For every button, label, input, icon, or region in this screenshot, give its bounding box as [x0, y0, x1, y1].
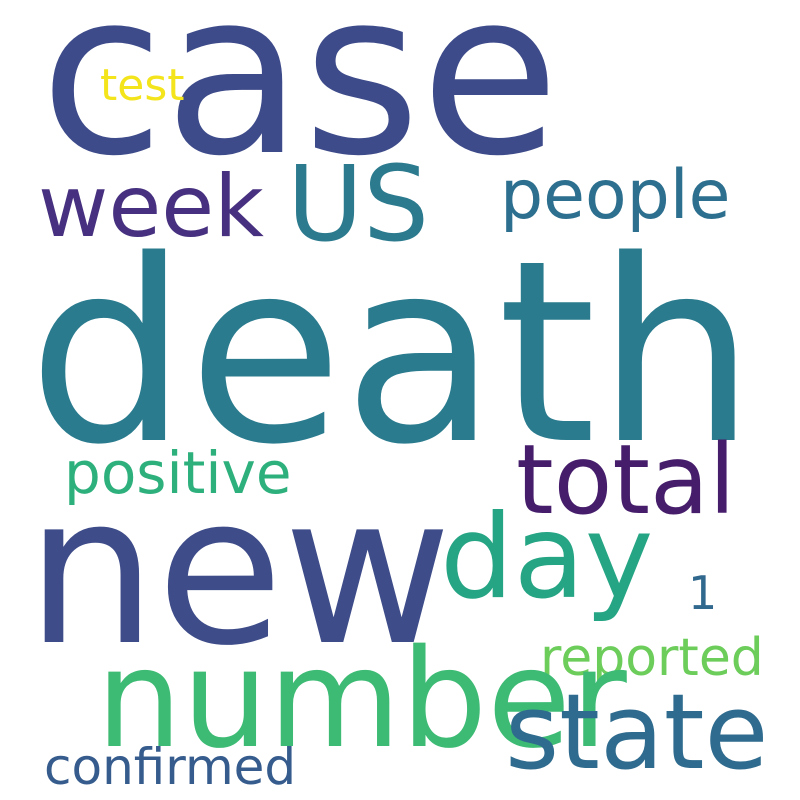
- word-week: week: [38, 157, 264, 257]
- word-day: day: [440, 490, 654, 625]
- word-test: test: [100, 60, 185, 111]
- word-new: new: [26, 451, 452, 691]
- word-total: total: [516, 424, 736, 536]
- word-number: number: [96, 621, 627, 779]
- word-one: 1: [688, 566, 718, 620]
- word-state: state: [505, 671, 769, 793]
- word-case: case: [40, 0, 560, 206]
- word-reported: reported: [540, 628, 764, 688]
- word-us: US: [287, 143, 430, 265]
- word-positive: positive: [64, 439, 292, 507]
- word-death: death: [28, 207, 756, 500]
- word-people: people: [500, 156, 731, 235]
- word-confirmed: confirmed: [44, 738, 297, 796]
